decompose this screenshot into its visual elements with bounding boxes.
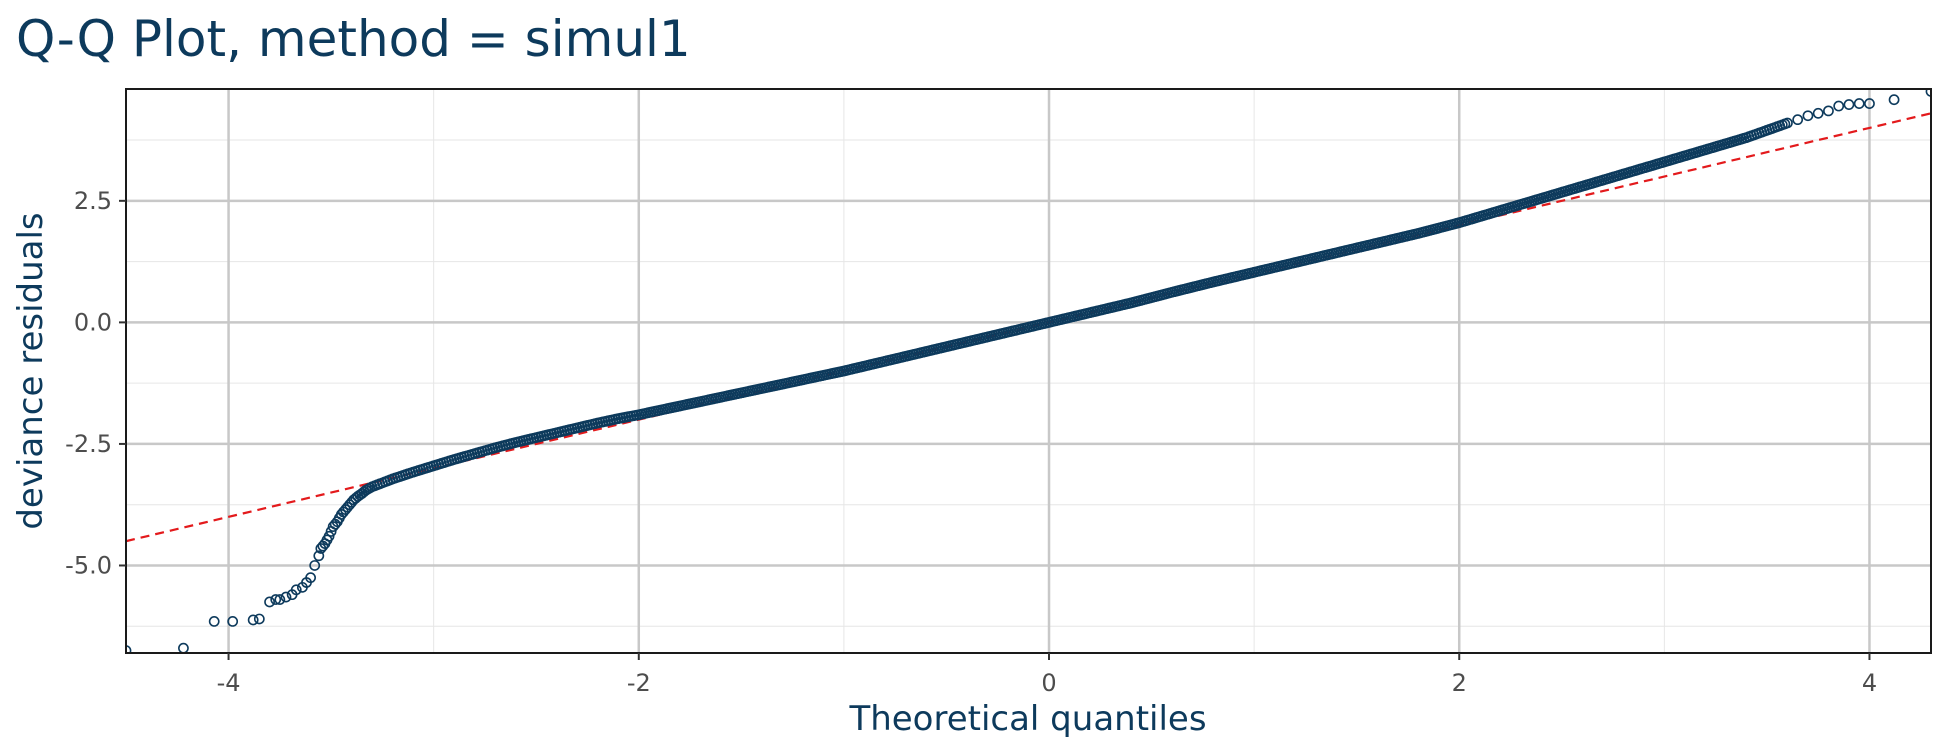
data-point <box>1802 110 1814 122</box>
plot-background <box>126 89 1931 653</box>
plot-content <box>126 89 1931 653</box>
data-point <box>1812 107 1824 119</box>
reference-line <box>126 112 1931 543</box>
data-point <box>313 550 325 562</box>
chart-title: Q-Q Plot, method = simul1 <box>16 10 691 68</box>
y-tick-label: 2.5 <box>74 187 112 215</box>
y-tick-label: 0.0 <box>74 308 112 336</box>
data-point <box>1792 114 1804 126</box>
data-point <box>323 530 335 542</box>
data-point <box>309 560 321 571</box>
data-point <box>1864 98 1875 109</box>
x-tick-label: 2 <box>1452 669 1467 697</box>
y-axis-title: deviance residuals <box>11 212 51 529</box>
data-point <box>253 613 265 625</box>
data-point <box>264 596 275 608</box>
x-tick-label: -4 <box>217 669 241 697</box>
data-point <box>1833 100 1845 112</box>
data-point <box>227 615 239 627</box>
data-point <box>1823 105 1834 117</box>
data-point <box>270 594 282 605</box>
data-point <box>280 591 292 603</box>
data-point <box>274 594 286 605</box>
data-point <box>1782 117 1793 129</box>
point-series <box>126 89 1931 653</box>
x-tick-label: -2 <box>627 669 651 697</box>
data-point <box>1888 94 1900 106</box>
data-point <box>247 614 259 626</box>
data-point <box>1853 98 1865 109</box>
data-point <box>1925 89 1931 97</box>
data-point <box>1843 99 1855 110</box>
y-tick-label: -5.0 <box>65 551 112 579</box>
x-tick-label: 0 <box>1041 669 1056 697</box>
y-axis-ticks: -5.0 -2.5 0.0 2.5 <box>65 187 126 579</box>
plot-border <box>125 88 1932 654</box>
data-point <box>305 572 317 584</box>
x-axis-ticks: -4 -2 0 2 4 <box>217 653 1877 697</box>
data-point <box>208 615 220 627</box>
x-axis-title: Theoretical quantiles <box>848 699 1206 739</box>
minor-gridlines <box>126 89 1931 653</box>
x-tick-label: 4 <box>1862 669 1877 697</box>
y-tick-label: -2.5 <box>65 430 112 458</box>
data-point <box>290 584 302 596</box>
